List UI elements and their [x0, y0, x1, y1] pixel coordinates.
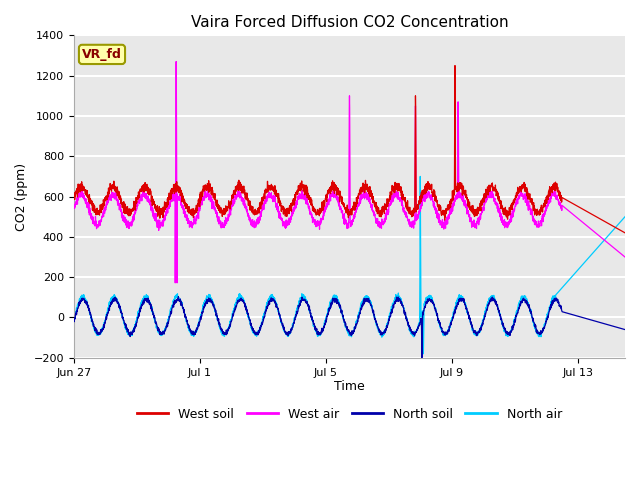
Legend: West soil, West air, North soil, North air: West soil, West air, North soil, North a…	[132, 403, 567, 426]
North air	[420, 351, 428, 357]
West air	[305, 208, 313, 214]
Line: West soil: West soil	[74, 66, 625, 233]
West air	[611, 246, 618, 252]
West soil	[132, 199, 140, 204]
X-axis label: Time: Time	[334, 380, 365, 393]
North soil	[132, 320, 140, 325]
West air	[621, 254, 629, 260]
North air	[611, 226, 618, 231]
North soil	[305, 306, 313, 312]
West soil	[305, 194, 313, 200]
West soil	[551, 188, 559, 193]
West air	[551, 193, 559, 199]
North soil	[166, 313, 173, 319]
Line: North soil: North soil	[74, 297, 625, 358]
West air	[70, 202, 77, 208]
North air	[305, 304, 313, 310]
North air	[621, 214, 629, 219]
West air	[166, 202, 173, 207]
North air	[70, 315, 77, 321]
West soil	[282, 209, 289, 215]
West air	[132, 206, 140, 212]
Y-axis label: CO2 (ppm): CO2 (ppm)	[15, 163, 28, 230]
Text: VR_fd: VR_fd	[82, 48, 122, 61]
Line: North air: North air	[74, 177, 625, 354]
West soil	[166, 194, 173, 200]
West air	[172, 59, 180, 64]
West air	[172, 280, 179, 286]
North soil	[70, 317, 77, 323]
North soil	[611, 324, 618, 329]
West soil	[621, 230, 629, 236]
North air	[166, 311, 173, 317]
North air	[551, 296, 559, 302]
North soil	[175, 294, 182, 300]
North soil	[551, 296, 559, 301]
North air	[282, 330, 289, 336]
North soil	[282, 329, 289, 335]
North soil	[621, 327, 629, 333]
Line: West air: West air	[74, 61, 625, 283]
West soil	[611, 224, 618, 230]
West air	[282, 226, 289, 231]
West soil	[70, 192, 77, 198]
Title: Vaira Forced Diffusion CO2 Concentration: Vaira Forced Diffusion CO2 Concentration	[191, 15, 508, 30]
North soil	[418, 355, 426, 360]
West soil	[451, 63, 459, 69]
North air	[417, 174, 424, 180]
North air	[132, 316, 140, 322]
